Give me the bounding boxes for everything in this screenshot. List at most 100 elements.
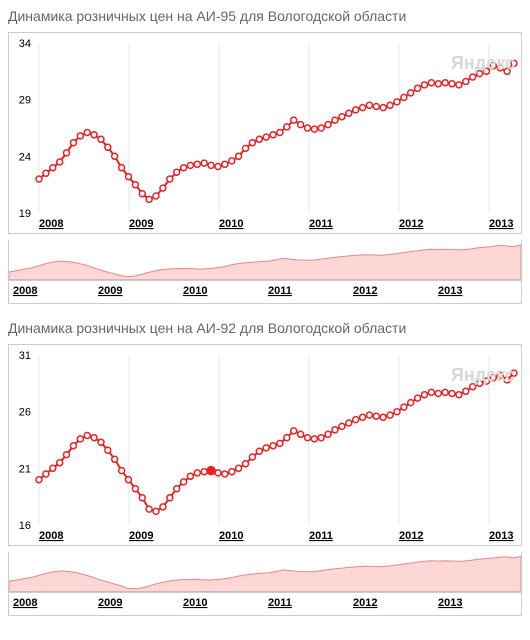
x-tick-label[interactable]: 2010: [219, 218, 243, 230]
data-marker[interactable]: [139, 495, 145, 501]
overview-x-label[interactable]: 2012: [353, 597, 377, 609]
data-marker[interactable]: [201, 469, 207, 475]
data-marker[interactable]: [318, 435, 324, 441]
data-marker[interactable]: [153, 193, 159, 199]
data-marker[interactable]: [91, 132, 97, 138]
data-marker[interactable]: [346, 110, 352, 116]
data-marker[interactable]: [408, 400, 414, 406]
data-marker[interactable]: [401, 94, 407, 100]
data-marker[interactable]: [401, 404, 407, 410]
data-marker[interactable]: [249, 140, 255, 146]
data-marker[interactable]: [456, 392, 462, 398]
data-marker[interactable]: [373, 104, 379, 110]
data-marker[interactable]: [167, 176, 173, 182]
data-marker[interactable]: [380, 414, 386, 420]
data-marker[interactable]: [305, 435, 311, 441]
data-marker[interactable]: [64, 452, 70, 458]
data-marker[interactable]: [153, 508, 159, 514]
data-marker[interactable]: [449, 391, 455, 397]
data-marker[interactable]: [243, 145, 249, 151]
data-marker[interactable]: [187, 473, 193, 479]
overview-x-label[interactable]: 2008: [13, 285, 37, 297]
overview-x-label[interactable]: 2013: [438, 285, 462, 297]
data-marker[interactable]: [36, 477, 42, 483]
data-marker-highlight[interactable]: [207, 467, 215, 475]
data-marker[interactable]: [57, 460, 63, 466]
data-marker[interactable]: [98, 439, 104, 445]
data-marker[interactable]: [373, 413, 379, 419]
data-marker[interactable]: [98, 136, 104, 142]
data-marker[interactable]: [318, 125, 324, 131]
data-marker[interactable]: [291, 117, 297, 123]
data-marker[interactable]: [463, 79, 469, 85]
data-marker[interactable]: [84, 433, 90, 439]
data-marker[interactable]: [346, 420, 352, 426]
data-marker[interactable]: [284, 435, 290, 441]
data-marker[interactable]: [236, 465, 242, 471]
data-marker[interactable]: [132, 182, 138, 188]
data-marker[interactable]: [146, 196, 152, 202]
data-marker[interactable]: [174, 486, 180, 492]
data-marker[interactable]: [77, 436, 83, 442]
x-tick-label[interactable]: 2008: [39, 218, 63, 230]
data-marker[interactable]: [332, 117, 338, 123]
overview-x-label[interactable]: 2012: [353, 285, 377, 297]
data-marker[interactable]: [57, 159, 63, 165]
data-marker[interactable]: [442, 80, 448, 86]
data-marker[interactable]: [70, 140, 76, 146]
data-marker[interactable]: [442, 389, 448, 395]
data-marker[interactable]: [126, 477, 132, 483]
data-marker[interactable]: [277, 130, 283, 136]
data-marker[interactable]: [112, 456, 118, 462]
overview-chart[interactable]: 200820092010201120122013: [8, 240, 522, 304]
data-marker[interactable]: [139, 191, 145, 197]
x-tick-label[interactable]: 2010: [219, 530, 243, 542]
data-marker[interactable]: [215, 470, 221, 476]
data-marker[interactable]: [249, 454, 255, 460]
data-marker[interactable]: [366, 102, 372, 108]
data-marker[interactable]: [119, 468, 125, 474]
data-marker[interactable]: [277, 440, 283, 446]
data-marker[interactable]: [160, 185, 166, 191]
data-marker[interactable]: [291, 428, 297, 434]
data-marker[interactable]: [181, 165, 187, 171]
data-marker[interactable]: [236, 153, 242, 159]
data-marker[interactable]: [270, 132, 276, 138]
data-marker[interactable]: [201, 160, 207, 166]
data-marker[interactable]: [208, 162, 214, 168]
x-tick-label[interactable]: 2011: [309, 530, 333, 542]
data-marker[interactable]: [50, 465, 56, 471]
data-marker[interactable]: [43, 170, 49, 176]
data-marker[interactable]: [146, 506, 152, 512]
data-marker[interactable]: [332, 427, 338, 433]
data-marker[interactable]: [215, 164, 221, 170]
data-marker[interactable]: [174, 169, 180, 175]
data-marker[interactable]: [449, 81, 455, 87]
data-marker[interactable]: [456, 82, 462, 88]
data-marker[interactable]: [243, 461, 249, 467]
data-marker[interactable]: [298, 122, 304, 128]
data-marker[interactable]: [339, 423, 345, 429]
data-marker[interactable]: [325, 431, 331, 437]
data-marker[interactable]: [70, 443, 76, 449]
data-marker[interactable]: [132, 486, 138, 492]
x-tick-label[interactable]: 2011: [309, 218, 333, 230]
data-marker[interactable]: [187, 162, 193, 168]
data-marker[interactable]: [194, 470, 200, 476]
data-marker[interactable]: [490, 375, 496, 381]
data-marker[interactable]: [229, 469, 235, 475]
data-marker[interactable]: [504, 68, 510, 74]
data-marker[interactable]: [360, 105, 366, 111]
data-marker[interactable]: [435, 391, 441, 397]
data-marker[interactable]: [126, 174, 132, 180]
data-marker[interactable]: [387, 102, 393, 108]
data-marker[interactable]: [484, 378, 490, 384]
data-marker[interactable]: [422, 392, 428, 398]
overview-x-label[interactable]: 2013: [438, 597, 462, 609]
data-marker[interactable]: [84, 130, 90, 136]
data-marker[interactable]: [484, 68, 490, 74]
data-marker[interactable]: [504, 377, 510, 383]
data-marker[interactable]: [428, 80, 434, 86]
data-marker[interactable]: [394, 409, 400, 415]
data-marker[interactable]: [194, 161, 200, 167]
